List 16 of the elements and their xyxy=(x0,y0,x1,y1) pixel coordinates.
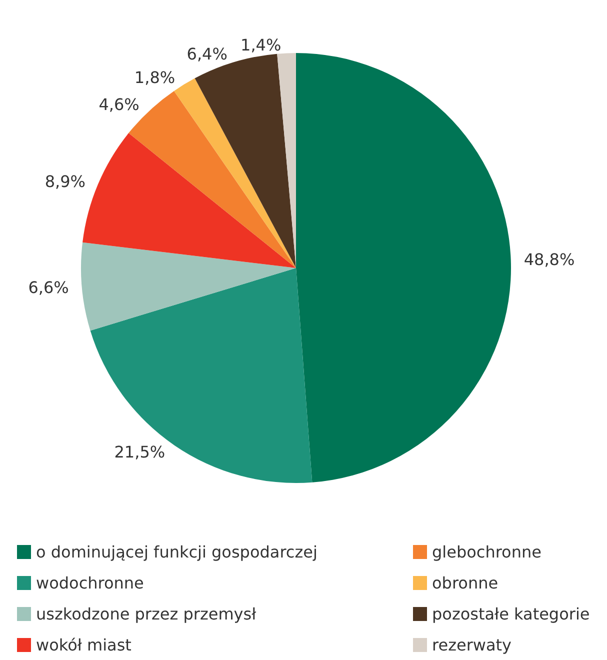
legend-label: glebochronne xyxy=(432,542,542,562)
legend-label: wodochronne xyxy=(36,574,144,592)
legend-label: obronne xyxy=(432,574,498,592)
data-label: 1,4% xyxy=(240,36,282,55)
legend-label: o dominującej funkcji gospodarczej xyxy=(36,542,318,562)
legend-label: pozostałe kategorie xyxy=(432,604,590,624)
data-label: 1,8% xyxy=(134,68,176,87)
data-label: 48,8% xyxy=(524,250,575,270)
legend-label: wokół miast xyxy=(36,636,132,654)
data-label: 6,4% xyxy=(186,44,228,64)
data-label: 8,9% xyxy=(44,172,86,191)
legend-label: uszkodzone przez przemysł xyxy=(36,604,257,624)
legend-label: rezerwaty xyxy=(432,636,512,654)
data-label: 6,6% xyxy=(28,278,69,298)
data-label: 4,6% xyxy=(98,94,140,114)
data-label: 21,5% xyxy=(114,442,166,462)
